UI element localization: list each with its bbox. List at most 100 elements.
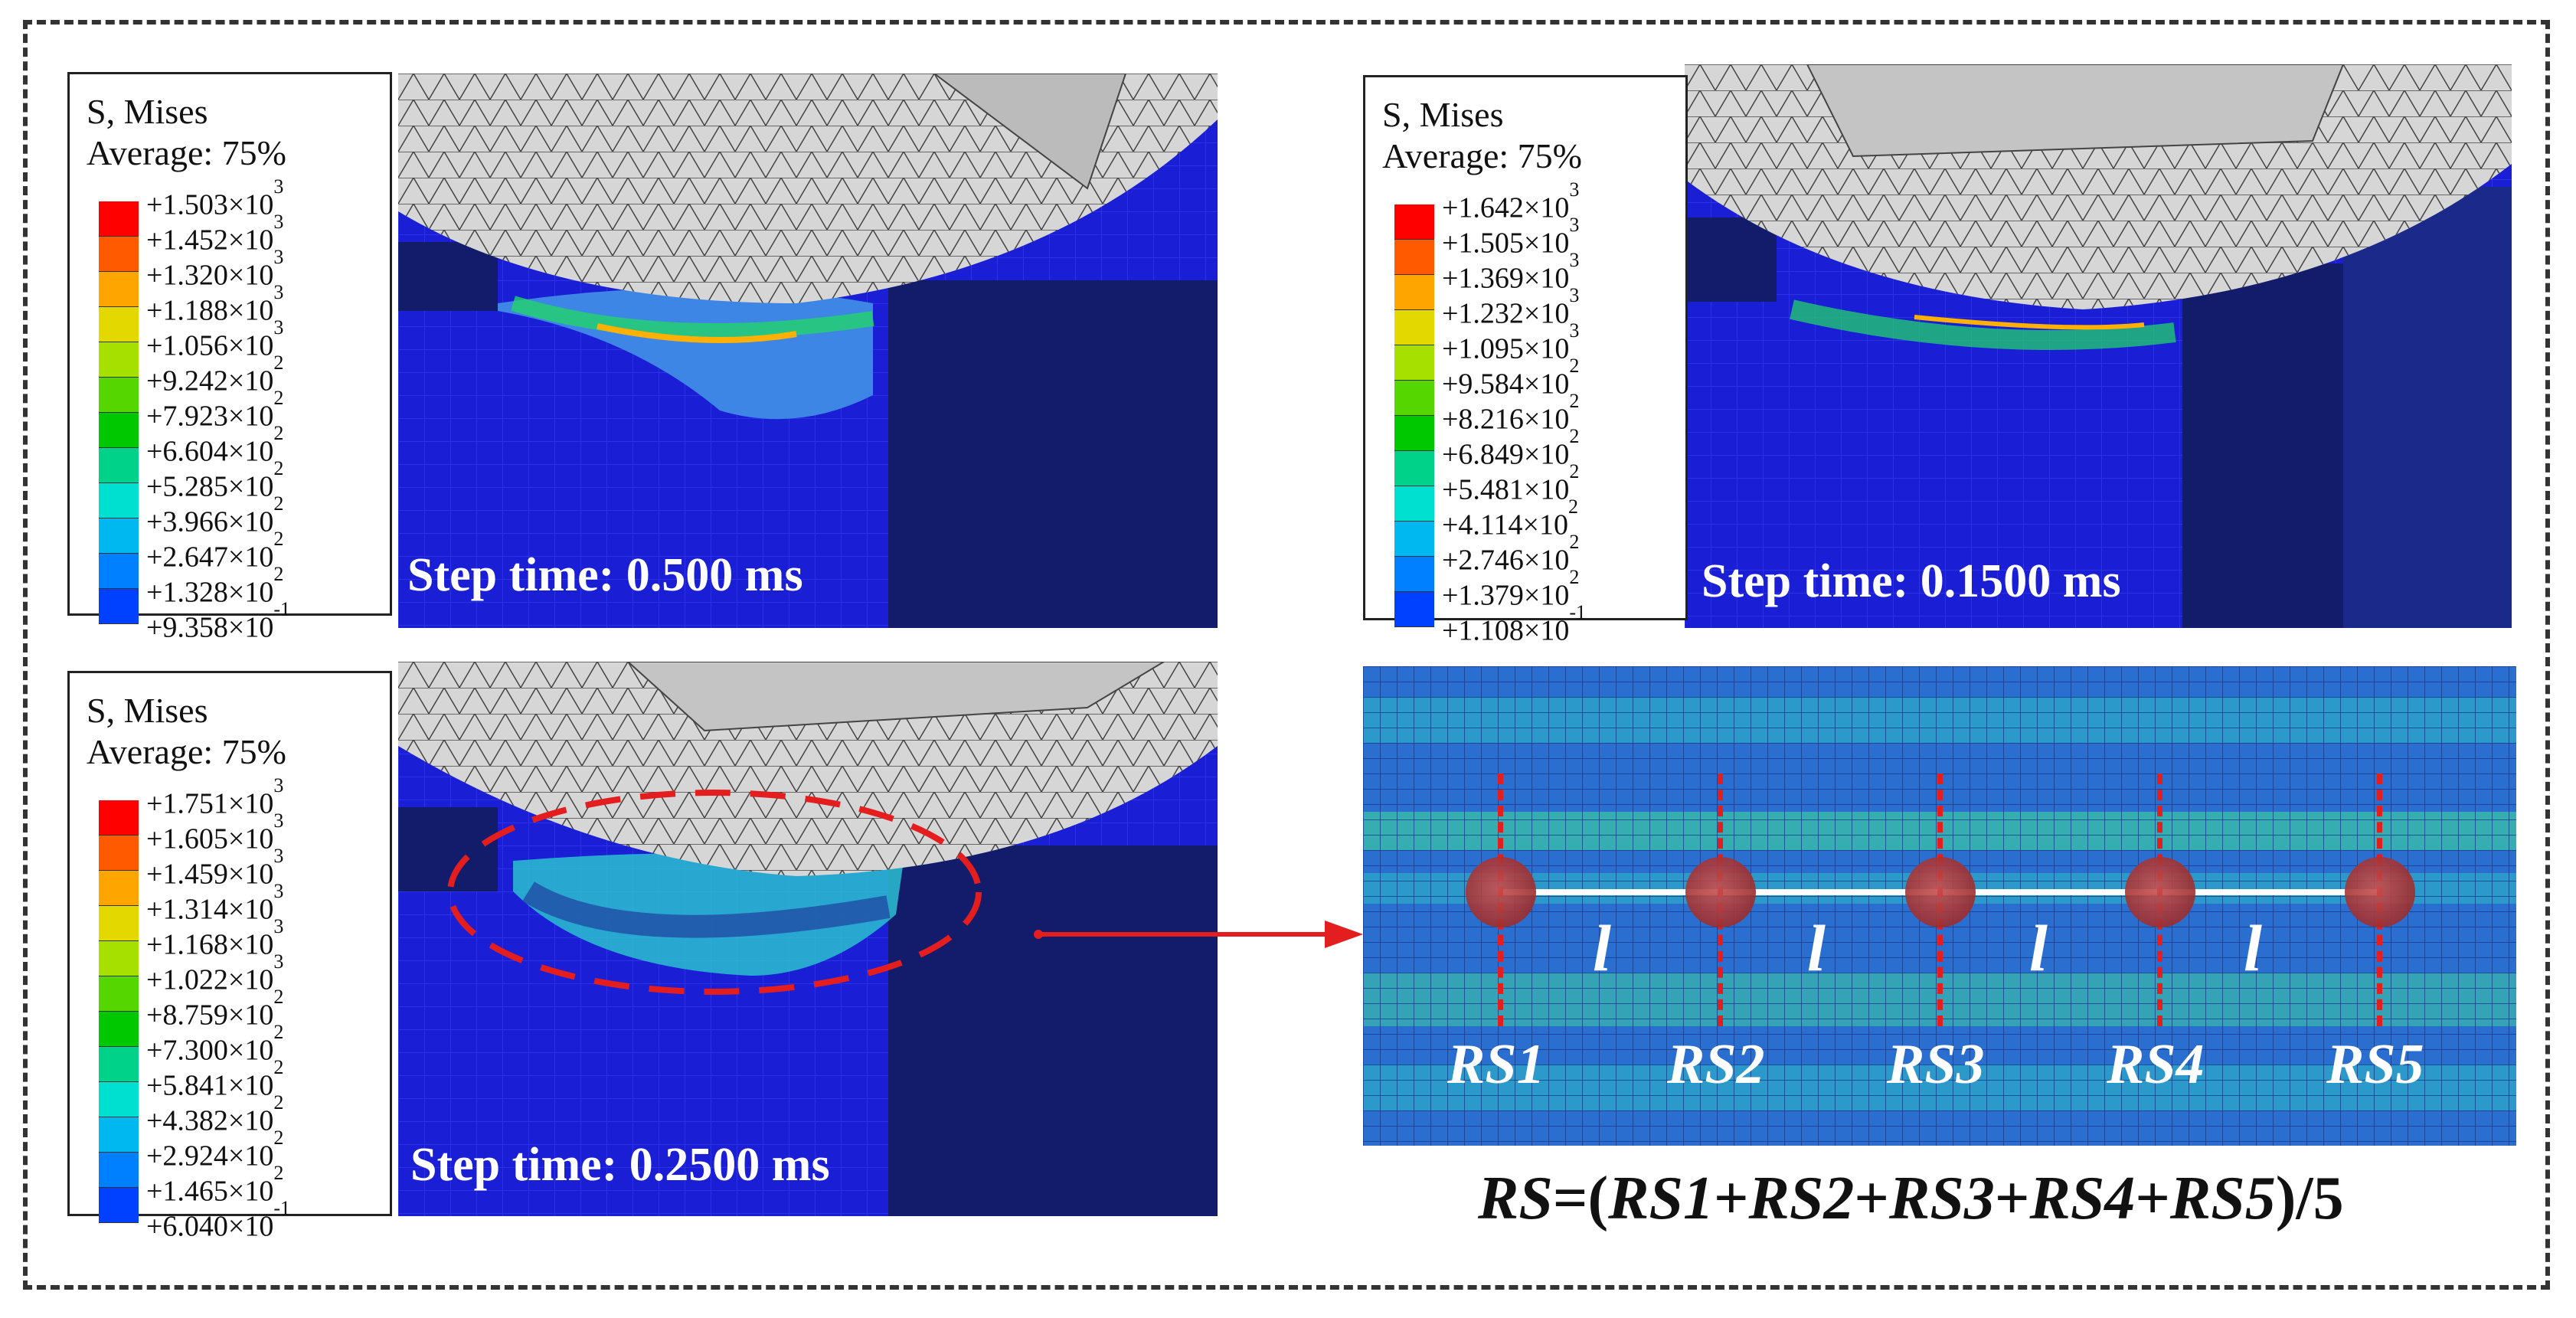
legend-value: +1.369×103 xyxy=(1442,249,1580,295)
legend-value: +1.095×103 xyxy=(1442,319,1580,365)
rs-point-marker xyxy=(1905,857,1976,927)
legend-value: +1.503×103 xyxy=(146,175,284,221)
legend-swatch xyxy=(1394,592,1434,627)
legend-value: +5.285×102 xyxy=(146,457,284,503)
legend-value: +6.604×102 xyxy=(146,422,284,468)
legend-value: +6.040×10-1 xyxy=(146,1197,291,1243)
legend-value: +6.849×102 xyxy=(1442,425,1580,471)
legend-panel-3: S, Mises Average: 75% +1.751×103 +1.605×1… xyxy=(67,671,392,1241)
legend-value: +9.584×102 xyxy=(1442,355,1580,401)
legend-swatch xyxy=(99,307,139,342)
legend-value: +1.452×103 xyxy=(146,211,284,257)
legend-swatch xyxy=(99,237,139,272)
rs-point-label: RS1 xyxy=(1447,1033,1545,1096)
step-time-label: Step time: 0.500 ms xyxy=(407,549,803,601)
legend-average: Average: 75% xyxy=(1382,136,1582,175)
legend-value: +9.242×102 xyxy=(146,352,284,397)
step-time-label: Step time: 0.1500 ms xyxy=(1702,555,2121,607)
spacing-label: l xyxy=(2244,911,2262,985)
legend-swatch xyxy=(99,378,139,413)
rs-point-marker xyxy=(1466,857,1536,927)
formula-eq: =( xyxy=(1552,1165,1609,1232)
legend-value: +1.328×102 xyxy=(146,563,284,609)
legend-panel-2: S, Mises Average: 75% +1.642×103 +1.505×1… xyxy=(1363,75,1688,646)
spacing-label: l xyxy=(1807,911,1826,985)
legend-value: +1.379×102 xyxy=(1442,566,1580,612)
legend-swatch xyxy=(1394,310,1434,345)
legend-average: Average: 75% xyxy=(87,732,286,771)
legend-swatch xyxy=(99,342,139,378)
step-time-label: Step time: 0.2500 ms xyxy=(410,1139,830,1191)
legend-swatch xyxy=(99,201,139,237)
legend-title: S, Mises xyxy=(87,92,208,131)
legend-swatch xyxy=(99,1117,139,1153)
legend-swatch xyxy=(1394,275,1434,310)
legend-value: +1.056×103 xyxy=(146,316,284,362)
legend-value: +3.966×102 xyxy=(146,492,284,538)
legend-swatch xyxy=(99,1082,139,1117)
formula-plus: + xyxy=(1994,1165,2030,1232)
legend-value: +5.481×102 xyxy=(1442,460,1580,506)
legend-swatch xyxy=(99,906,139,941)
rs-point-label: RS3 xyxy=(1887,1033,1985,1096)
legend-value: +1.505×103 xyxy=(1442,214,1580,260)
legend-value: +4.114×102 xyxy=(1442,495,1578,541)
formula-term: RS5 xyxy=(2169,1165,2276,1232)
legend-swatch xyxy=(99,1153,139,1188)
fe-model-image xyxy=(1685,64,2512,628)
legend-swatch xyxy=(99,448,139,483)
rs-point-marker xyxy=(1685,857,1756,927)
legend-swatch xyxy=(1394,451,1434,486)
legend-swatch xyxy=(99,871,139,906)
legend-panel-1: S, Mises Average: 75% +1.503×103 +1.452×1… xyxy=(67,72,392,643)
rs-point-marker xyxy=(2125,857,2195,927)
legend-swatch xyxy=(99,836,139,871)
legend-value: +1.642×103 xyxy=(1442,178,1580,224)
legend-value: +2.746×102 xyxy=(1442,531,1580,577)
connector-arrow xyxy=(1034,921,1363,948)
spacing-label: l xyxy=(2029,911,2048,985)
formula-lhs: RS xyxy=(1478,1165,1553,1232)
legend-swatch xyxy=(99,941,139,976)
panel-top-left: Step time: 0.500 ms xyxy=(398,73,1218,628)
legend-value: +7.923×102 xyxy=(146,387,284,433)
legend-value: +1.022×103 xyxy=(146,950,284,996)
fe-model-image xyxy=(398,661,1218,1216)
legend-value: +1.459×103 xyxy=(146,845,284,891)
legend-swatch xyxy=(99,1188,139,1223)
legend-swatch xyxy=(1394,557,1434,592)
legend-swatch xyxy=(99,1012,139,1047)
legend-title: S, Mises xyxy=(87,691,208,730)
legend-value: +1.232×103 xyxy=(1442,284,1580,330)
fe-model-image xyxy=(398,73,1218,628)
rs-point-label: RS4 xyxy=(2107,1033,2205,1096)
legend-swatch xyxy=(99,1047,139,1082)
legend-value: +1.605×103 xyxy=(146,809,284,855)
legend-swatch xyxy=(1394,240,1434,275)
spacing-label: l xyxy=(1593,911,1611,985)
legend-value: +1.465×102 xyxy=(146,1162,284,1208)
legend-value: +4.382×102 xyxy=(146,1091,284,1137)
legend-value: +1.751×103 xyxy=(146,774,284,820)
legend-swatch xyxy=(99,800,139,836)
legend-value: +7.300×102 xyxy=(146,1021,284,1067)
panel-top-right: Step time: 0.1500 ms xyxy=(1685,64,2512,628)
legend-value: +1.168×103 xyxy=(146,915,284,961)
legend-value: +1.314×103 xyxy=(146,880,284,926)
legend-swatch xyxy=(99,272,139,307)
rs-point-label: RS2 xyxy=(1667,1033,1765,1096)
rs-point-marker xyxy=(2345,857,2415,927)
formula-plus: + xyxy=(1854,1165,1889,1232)
legend-value: +1.188×103 xyxy=(146,281,284,327)
legend-value: +2.924×102 xyxy=(146,1127,284,1172)
legend-swatch xyxy=(99,976,139,1012)
legend-swatch xyxy=(1394,345,1434,381)
formula-term: RS4 xyxy=(2029,1165,2136,1232)
legend-average: Average: 75% xyxy=(87,133,286,172)
legend-swatch xyxy=(99,483,139,518)
legend-swatch xyxy=(1394,486,1434,522)
legend-value: +2.647×102 xyxy=(146,528,284,574)
dashed-frame xyxy=(23,20,2550,1290)
legend-swatch xyxy=(99,554,139,589)
legend-value: +9.358×10-1 xyxy=(146,598,291,644)
